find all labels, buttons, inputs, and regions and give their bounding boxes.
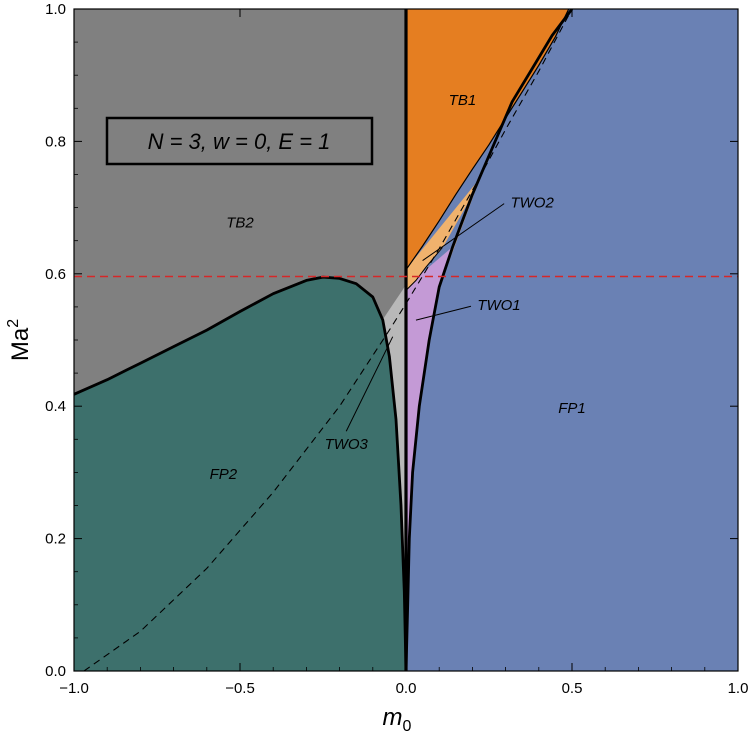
x-axis-title: m0: [383, 704, 412, 735]
inset-legend-box: [105, 116, 374, 166]
y-tick-label: 0.2: [45, 531, 66, 548]
boundary-fp2-upper: [74, 275, 408, 671]
x-axis-title-main: m: [383, 704, 403, 731]
boundary-two1-top: [405, 246, 443, 291]
x-tick-label: 0.0: [396, 680, 417, 697]
inset-legend-text: N = 3, w = 0, E = 1: [148, 129, 331, 154]
region-label-fp2: FP2: [210, 466, 238, 483]
axis-ticks: −1.0 −0.5 0.0 0.5 1.0 0.0 0.2 0.4 0.6 0.8 1.0: [45, 1, 748, 697]
region-label-tb2: TB2: [226, 214, 254, 231]
y-tick-label: 0.0: [45, 663, 66, 680]
x-tick-label: 1.0: [728, 680, 749, 697]
y-axis-title: Ma2: [5, 319, 34, 361]
y-tick-label: 0.4: [45, 398, 66, 415]
x-tick-label: −1.0: [59, 680, 89, 697]
region-label-fp1: FP1: [558, 400, 586, 417]
callout-leader-two2: [422, 203, 505, 261]
x-tick-label: −0.5: [225, 680, 255, 697]
callout-labels: TWO2 TWO1 TWO3: [325, 195, 555, 454]
y-tick-label: 1.0: [45, 1, 66, 18]
x-tick-label: 0.5: [562, 680, 583, 697]
x-axis-title-subscript: 0: [403, 718, 412, 735]
callout-label-two1: TWO1: [477, 297, 520, 314]
callout-leader-two1: [415, 305, 472, 321]
callout-label-two2: TWO2: [510, 195, 554, 212]
boundary-tb1-lower: [405, 9, 570, 271]
boundary-diagonal-dashed: [83, 9, 573, 671]
regions-layer: [74, 9, 738, 671]
y-axis-title-main: Ma: [7, 327, 34, 361]
y-tick-label: 0.8: [45, 133, 66, 150]
boundary-lines-layer: [74, 9, 738, 671]
inset-legend: N = 3, w = 0, E = 1: [105, 116, 374, 166]
y-axis-title-superscript: 2: [5, 319, 22, 328]
region-label-tb1: TB1: [449, 92, 477, 109]
boundary-fp1-left: [404, 9, 574, 671]
callout-label-two3: TWO3: [325, 436, 369, 453]
callout-leader-two3: [345, 336, 394, 432]
y-tick-label: 0.6: [45, 266, 66, 283]
region-labels: TB2 FP2 FP1 TB1: [210, 92, 586, 483]
